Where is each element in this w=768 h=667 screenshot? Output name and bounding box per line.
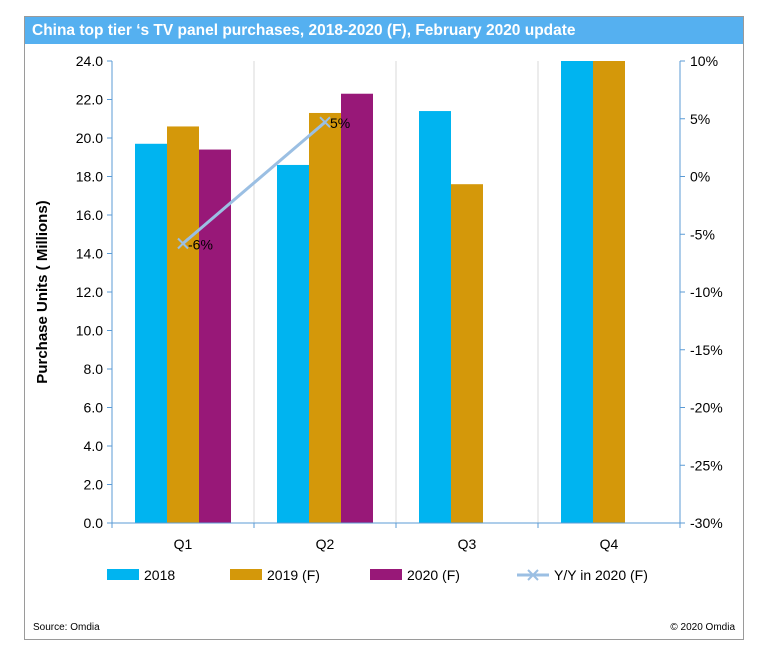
legend-label: 2019 (F) (267, 567, 320, 583)
yy-line (182, 121, 326, 245)
y2-tick-label: 0% (690, 169, 710, 185)
chart-title: China top tier ‘s TV panel purchases, 20… (25, 17, 743, 44)
y2-tick-label: -10% (690, 284, 723, 300)
y-tick-label: 14.0 (76, 246, 103, 262)
yy-point-marker (319, 116, 331, 128)
bar-2019-f--q1 (167, 126, 199, 523)
y-tick-label: 18.0 (76, 169, 103, 185)
y-tick-label: 6.0 (84, 400, 104, 416)
y-tick-label: 12.0 (76, 284, 103, 300)
copyright-note: © 2020 Omdia (670, 622, 735, 633)
y2-tick-label: -5% (690, 226, 715, 242)
yy-data-label: 5% (330, 115, 350, 131)
chart-svg: 0.0 2.0 4.0 6.0 8.0 10.0 12.0 14.0 16.0 18.0 20.0 2… (34, 53, 723, 583)
y-tick-label: 22.0 (76, 92, 103, 108)
bar-2018-q4 (561, 61, 593, 523)
legend-label: 2020 (F) (407, 567, 460, 583)
x-tick-label: Q1 (174, 536, 193, 552)
bar-2018-q3 (419, 111, 451, 524)
chart-frame: China top tier ‘s TV panel purchases, 20… (24, 16, 744, 640)
y2-tick-label: 10% (690, 53, 718, 69)
bar-2019-f--q4 (593, 61, 625, 523)
yy-data-label: -6% (188, 236, 213, 252)
y2-tick-label: -20% (690, 400, 723, 416)
y2-tick-label: -30% (690, 515, 723, 531)
yy-point-marker (177, 237, 189, 250)
y-tick-label: 2.0 (84, 477, 104, 493)
y-tick-label: 10.0 (76, 323, 103, 339)
y2-tick-label: -15% (690, 342, 723, 358)
legend-label: 2018 (144, 567, 175, 583)
x-tick-label: Q4 (600, 536, 619, 552)
bar-2018-q1 (135, 143, 167, 523)
y2-tick-label: -25% (690, 457, 723, 473)
legend-swatch (107, 569, 139, 580)
y-tick-label: 4.0 (84, 438, 104, 454)
bar-2018-q2 (277, 164, 309, 523)
x-tick-label: Q2 (316, 536, 335, 552)
x-tick-label: Q3 (458, 536, 477, 552)
legend-line-marker (527, 569, 539, 581)
bar-2019-f--q3 (451, 184, 483, 523)
y-tick-label: 24.0 (76, 53, 103, 69)
y-axis-title: Purchase Units ( Millions) (34, 200, 51, 383)
legend-label: Y/Y in 2020 (F) (554, 567, 648, 583)
legend-swatch (230, 569, 262, 580)
source-note: Source: Omdia (33, 622, 100, 633)
y-tick-label: 8.0 (84, 361, 104, 377)
legend-swatch (370, 569, 402, 580)
y2-tick-label: 5% (690, 111, 710, 127)
y-tick-label: 0.0 (84, 515, 104, 531)
bar-2019-f--q2 (309, 112, 341, 523)
bar-2020-f--q1 (199, 149, 231, 524)
bar-2020-f--q2 (341, 93, 373, 523)
y-tick-label: 20.0 (76, 130, 103, 146)
y-tick-label: 16.0 (76, 207, 103, 223)
